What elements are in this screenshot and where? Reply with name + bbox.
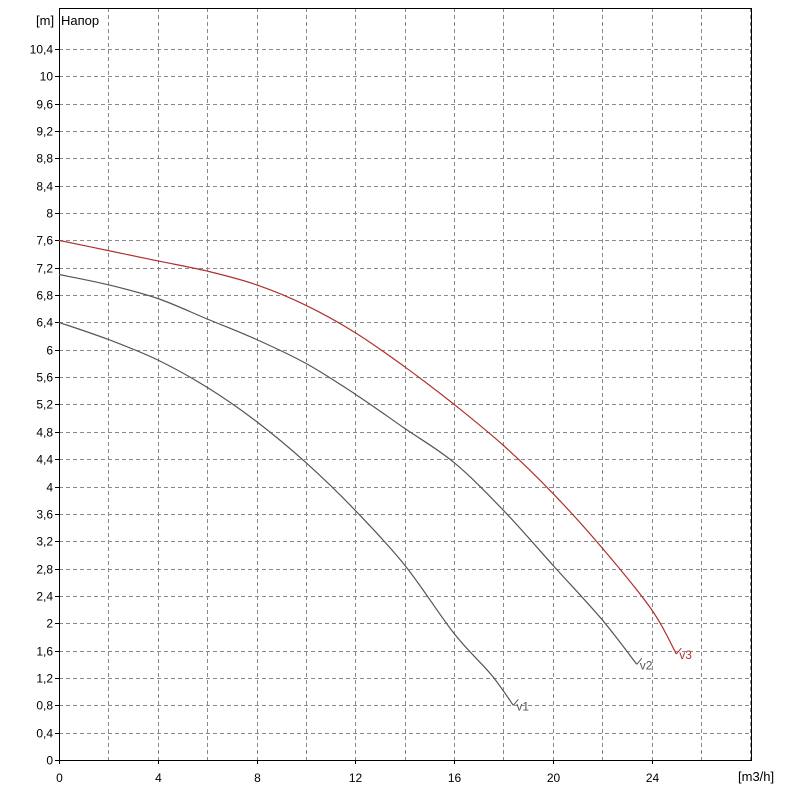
y-tick-label: 8,8 [36, 152, 53, 166]
y-tick-label: 2,8 [36, 563, 53, 577]
y-tick-label: 1,2 [36, 672, 53, 686]
grid [59, 8, 751, 760]
x-axis-label: [m3/h] [738, 769, 774, 784]
x-tick-label: 12 [349, 771, 363, 785]
y-tick-label: 5,2 [36, 398, 53, 412]
x-tick-label: 8 [254, 771, 261, 785]
curves: v1 v2 v3 [58, 239, 692, 713]
curve-label-v2: v2 [640, 658, 653, 672]
curve-end-marker [512, 698, 519, 706]
x-tick-label: 0 [56, 771, 63, 785]
curve-label-v1: v1 [516, 699, 529, 713]
curve-v2 [58, 273, 638, 665]
y-tick-label: 0 [46, 754, 53, 768]
y-tick-label: 1,6 [36, 645, 53, 659]
y-tick-label: 8,4 [36, 180, 53, 194]
x-tick-label: 20 [547, 771, 561, 785]
x-tick-label: 24 [646, 771, 660, 785]
y-tick-label: 2 [46, 617, 53, 631]
curve-label-v3: v3 [679, 648, 692, 662]
x-tick-label: 16 [448, 771, 462, 785]
y-tick-label: 6,4 [36, 316, 53, 330]
y-tick-label: 0,4 [36, 727, 53, 741]
y-tick-label: 9,2 [36, 125, 53, 139]
y-tick-label: 8 [46, 207, 53, 221]
chart-title: Напор [61, 13, 99, 28]
y-tick-label: 3,6 [36, 508, 53, 522]
y-tick-label: 4 [46, 481, 53, 495]
y-tick-label: 4,8 [36, 426, 53, 440]
curve-v3 [58, 239, 677, 655]
y-tick-label: 7,2 [36, 262, 53, 276]
axes [55, 8, 752, 764]
curve-v1 [58, 321, 514, 706]
y-tick-label: 9,6 [36, 98, 53, 112]
y-tick-label: 0,8 [36, 699, 53, 713]
y-tick-label: 2,4 [36, 590, 53, 604]
y-tick-label: 10,4 [30, 43, 54, 57]
plot-frame [59, 8, 752, 761]
y-tick-label: 10 [40, 70, 54, 84]
x-tick-label: 4 [155, 771, 162, 785]
y-tick-label: 6,8 [36, 289, 53, 303]
y-tick-label: 4,4 [36, 453, 53, 467]
y-tick-label: 5,6 [36, 371, 53, 385]
y-tick-label: 6 [46, 344, 53, 358]
y-axis-label: [m] [36, 13, 54, 28]
tick-labels: 0 0,4 0,8 1,2 1,6 2 2,4 2,8 3,2 3,6 4 4,4 4,8 5,2 5,6 6… [30, 43, 660, 786]
y-tick-label: 3,2 [36, 535, 53, 549]
curve-end-marker [636, 657, 643, 665]
curve-end-marker [675, 647, 682, 655]
y-tick-label: 7,6 [36, 234, 53, 248]
